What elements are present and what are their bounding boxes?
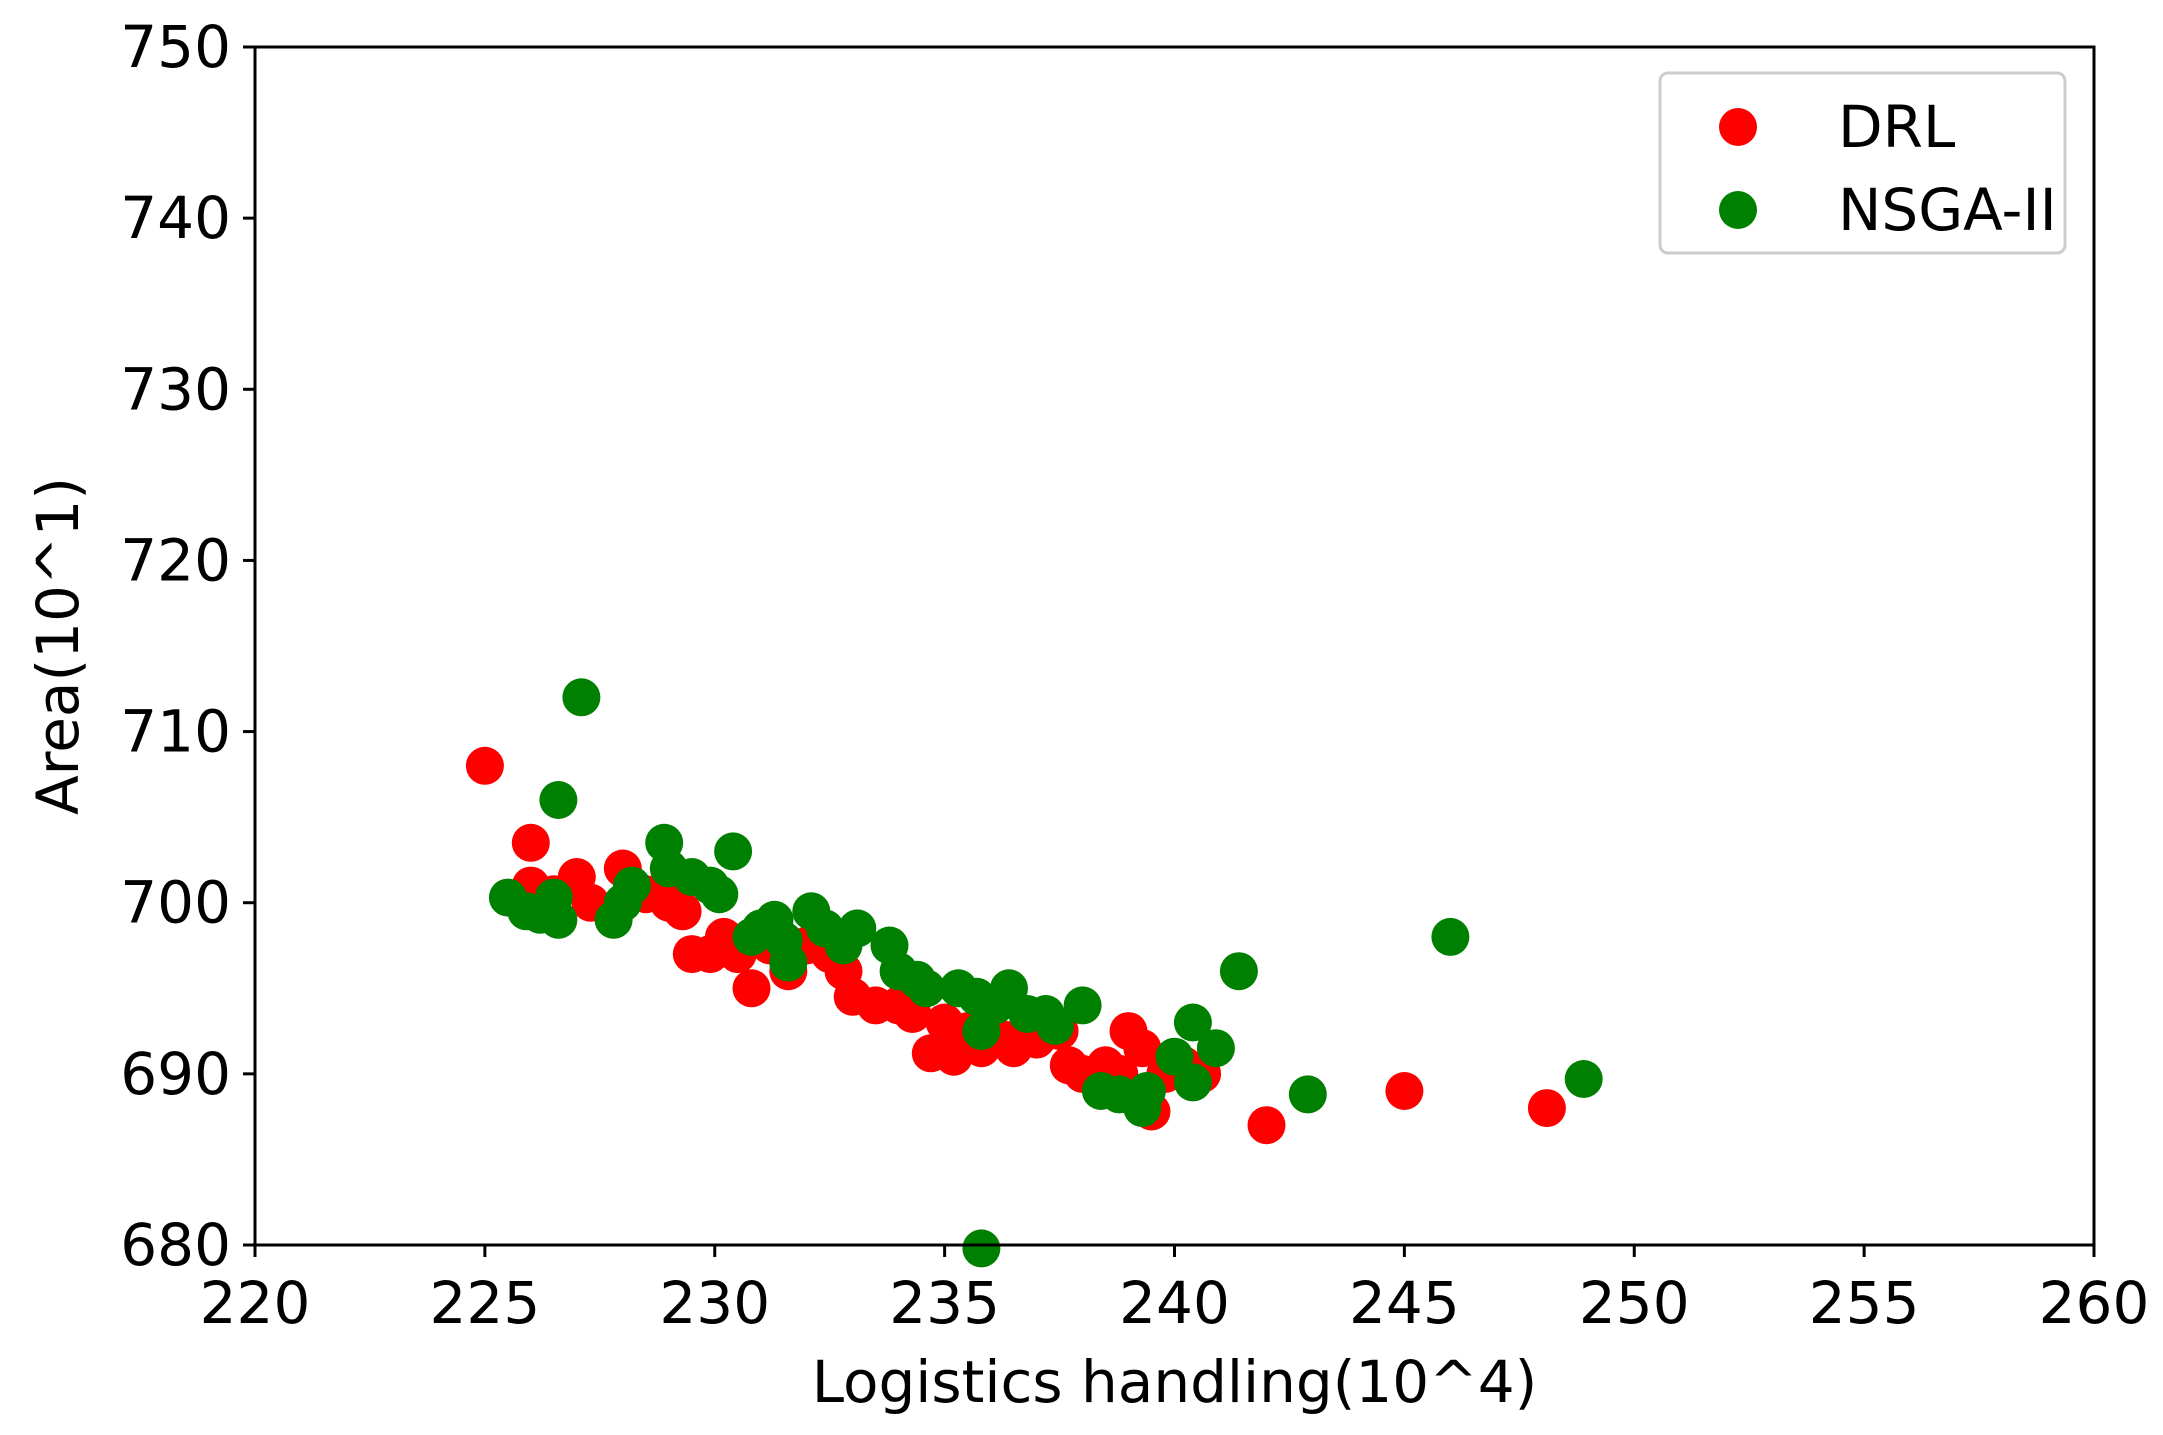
x-tick-label-255: 255	[1809, 1269, 1920, 1337]
point-drl-0	[465, 746, 504, 785]
point-drl-9	[663, 892, 702, 931]
y-tick-label-750: 750	[120, 13, 231, 81]
y-tick-label-700: 700	[120, 869, 231, 937]
point-nsga-ii-15	[714, 832, 753, 871]
y-tick-label-730: 730	[120, 355, 231, 423]
point-nsga-ii-48	[1288, 1075, 1327, 1114]
point-drl-1	[511, 823, 550, 862]
y-axis-ticks: 680 690 700 710 720 730 740 750	[120, 13, 255, 1279]
point-nsga-ii-49	[1431, 917, 1470, 956]
point-nsga-ii-5	[539, 781, 578, 819]
y-tick-label-680: 680	[120, 1211, 231, 1279]
x-tick-label-250: 250	[1579, 1269, 1690, 1337]
x-tick-label-225: 225	[430, 1269, 541, 1337]
y-axis-label: Area(10^1)	[24, 477, 92, 815]
points-layer	[465, 678, 1603, 1268]
legend-marker-drl	[1719, 108, 1757, 146]
legend-marker-nsga-ii	[1719, 191, 1757, 229]
point-drl-45	[1527, 1089, 1566, 1128]
legend-label-drl: DRL	[1838, 93, 1955, 161]
point-nsga-ii-37	[1036, 1006, 1074, 1045]
x-tick-label-230: 230	[659, 1269, 770, 1337]
point-drl-43	[1247, 1106, 1286, 1145]
x-tick-label-245: 245	[1349, 1269, 1460, 1337]
x-tick-label-220: 220	[200, 1269, 311, 1337]
x-tick-label-235: 235	[889, 1269, 1000, 1337]
y-tick-label-740: 740	[120, 184, 231, 252]
point-nsga-ii-9	[613, 866, 651, 905]
point-nsga-ii-46	[1196, 1029, 1235, 1068]
legend-label-nsga-ii: NSGA-II	[1838, 176, 2057, 244]
point-nsga-ii-32	[962, 1229, 1001, 1268]
point-nsga-ii-24	[838, 909, 877, 948]
point-nsga-ii-14	[700, 875, 739, 914]
point-nsga-ii-47	[1219, 952, 1258, 991]
point-nsga-ii-38	[1063, 986, 1102, 1025]
point-nsga-ii-28	[907, 969, 946, 1008]
x-tick-label-240: 240	[1119, 1269, 1230, 1337]
x-tick-label-260: 260	[2039, 1269, 2150, 1337]
point-nsga-ii-6	[562, 678, 601, 717]
legend: DRL NSGA-II	[1658, 71, 2067, 255]
point-drl-14	[732, 969, 771, 1008]
point-nsga-ii-44	[1173, 1063, 1212, 1102]
point-nsga-ii-20	[769, 943, 808, 982]
legend-box	[1658, 71, 2067, 255]
x-axis-ticks: 220 225 230 235 240 245 250 255 260	[200, 1245, 2150, 1337]
point-nsga-ii-45	[1173, 1003, 1212, 1042]
point-nsga-ii-4	[539, 900, 578, 939]
point-nsga-ii-42	[1127, 1072, 1166, 1110]
y-tick-label-710: 710	[120, 698, 231, 766]
y-tick-label-690: 690	[120, 1040, 231, 1108]
point-drl-38	[1123, 1029, 1162, 1068]
y-tick-label-720: 720	[120, 526, 231, 594]
x-axis-label: Logistics handling(10^4)	[812, 1348, 1538, 1416]
point-nsga-ii-50	[1564, 1060, 1603, 1098]
point-drl-44	[1385, 1072, 1424, 1110]
